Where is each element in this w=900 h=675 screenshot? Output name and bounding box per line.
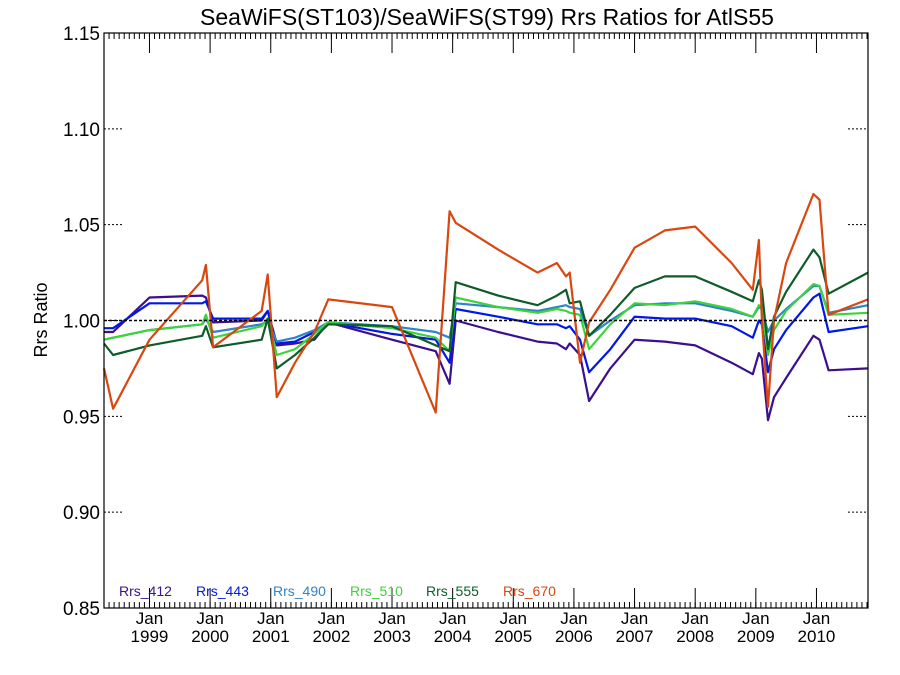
series-line-rrs-670 (102, 192, 869, 414)
x-tick-month-label: Jan (136, 609, 163, 628)
legend-item-rrs-555: Rrs_555 (426, 583, 479, 599)
x-tick-month-label: Jan (318, 609, 345, 628)
x-tick-month-label: Jan (621, 609, 648, 628)
y-tick-label: 1.15 (63, 24, 100, 45)
chart-title: SeaWiFS(ST103)/SeaWiFS(ST99) Rrs Ratios … (200, 4, 774, 30)
x-tick-year-label: 2007 (616, 627, 654, 646)
x-tick-year-label: 2001 (252, 627, 290, 646)
legend-item-rrs-510: Rrs_510 (350, 583, 403, 599)
series-line-rrs-555 (103, 248, 869, 370)
x-tick-month-label: Jan (196, 609, 223, 628)
x-ticks: Jan1999Jan2000Jan2001Jan2002Jan2003Jan20… (103, 33, 868, 646)
x-tick-year-label: 2002 (312, 627, 350, 646)
x-tick-year-label: 2010 (798, 627, 836, 646)
x-tick-month-label: Jan (257, 609, 284, 628)
series-line-rrs-443 (104, 292, 869, 374)
y-tick-label: 1.10 (63, 120, 100, 141)
x-tick-year-label: 1999 (131, 627, 169, 646)
x-tick-month-label: Jan (742, 609, 769, 628)
x-tick-month-label: Jan (378, 609, 405, 628)
legend-item-rrs-443: Rrs_443 (196, 583, 249, 599)
legend-item-rrs-412: Rrs_412 (119, 583, 172, 599)
x-tick-month-label: Jan (681, 609, 708, 628)
x-tick-month-label: Jan (803, 609, 830, 628)
x-tick-month-label: Jan (439, 609, 466, 628)
y-tick-label: 0.85 (63, 599, 100, 620)
y-tick-label: 1.05 (63, 216, 100, 237)
legend-item-rrs-670: Rrs_670 (503, 583, 556, 599)
x-tick-month-label: Jan (500, 609, 527, 628)
y-tick-label: 0.90 (63, 503, 100, 524)
x-tick-year-label: 2006 (555, 627, 593, 646)
x-tick-year-label: 2005 (494, 627, 532, 646)
x-tick-year-label: 2004 (434, 627, 472, 646)
y-axis-label: Rrs Ratio (31, 282, 51, 357)
x-tick-year-label: 2009 (737, 627, 775, 646)
y-ticks: 0.85 0.90 0.95 1.00 1.05 1.10 1.15 (63, 24, 868, 620)
legend: Rrs_412 Rrs_443 Rrs_490 Rrs_510 Rrs_555 Rrs_6… (119, 583, 556, 599)
plot-lines (102, 192, 869, 422)
x-tick-year-label: 2008 (676, 627, 714, 646)
x-tick-year-label: 2000 (191, 627, 229, 646)
axes (103, 32, 869, 609)
y-tick-label: 1.00 (63, 312, 100, 333)
x-tick-month-label: Jan (560, 609, 587, 628)
legend-item-rrs-490: Rrs_490 (273, 583, 326, 599)
y-tick-label: 0.95 (63, 407, 100, 428)
x-tick-year-label: 2003 (373, 627, 411, 646)
